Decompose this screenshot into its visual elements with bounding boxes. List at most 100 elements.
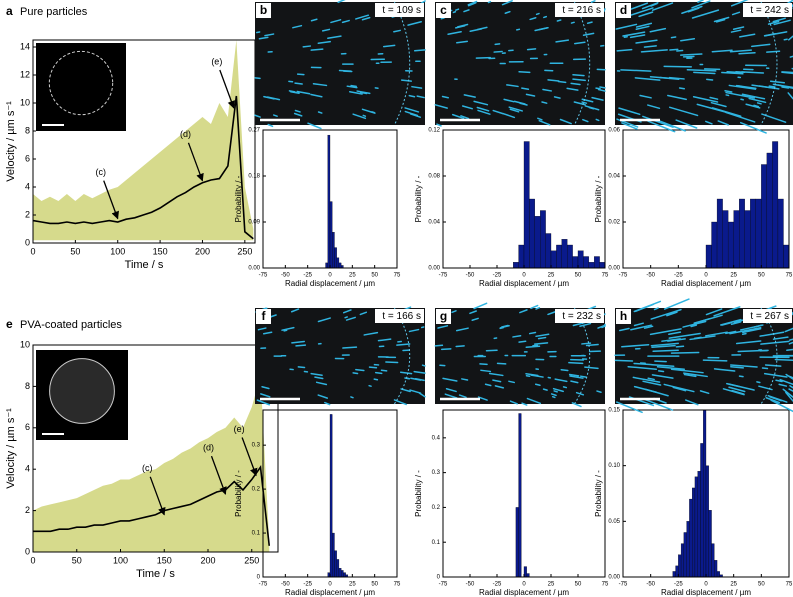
particle-streak [726, 71, 744, 74]
particle-streak [281, 326, 295, 331]
particle-streak [552, 387, 564, 393]
particle-streak [342, 346, 358, 349]
particle-streak [765, 396, 781, 404]
histogram-bar [680, 543, 685, 578]
x-tick-label: 25 [730, 582, 737, 588]
particle-streak [260, 393, 271, 398]
particle-streak [337, 0, 346, 4]
histogram-bar [711, 221, 718, 269]
particle-streak [352, 113, 367, 120]
particle-streak [568, 373, 580, 377]
histogram-bar [325, 262, 328, 269]
y-tick-label: 12 [20, 69, 30, 79]
particle-streak [668, 331, 682, 335]
histogram-bar [567, 244, 573, 269]
particle-streak [521, 402, 528, 406]
histogram-bar [705, 465, 709, 578]
annotation-arrow [103, 180, 119, 220]
particle-streak [596, 390, 602, 393]
histogram-bar [716, 571, 720, 578]
x-tick-label: -25 [674, 273, 683, 279]
particle-streak [352, 372, 359, 375]
particle-streak [541, 101, 548, 104]
particle-streak [385, 361, 399, 364]
histogram-bar [540, 210, 546, 269]
particle-streak [644, 398, 674, 411]
particle-streak [711, 49, 733, 53]
x-tick-label: 50 [575, 273, 582, 279]
particle-streak [503, 98, 515, 103]
particle-streak [633, 385, 658, 394]
particle-streak [603, 323, 606, 328]
particle-streak [751, 84, 774, 89]
particle-streak [649, 27, 667, 33]
particle-streak [731, 11, 741, 16]
y-tick-label: 0 [25, 237, 30, 247]
x-axis-label: Radial displacement / µm [661, 588, 751, 597]
histogram-bar [327, 134, 331, 269]
particle-streak [595, 118, 600, 122]
velocity-line [32, 95, 254, 240]
particle-streak [721, 321, 733, 326]
particle-streak [650, 308, 682, 320]
particle-streak [678, 87, 686, 90]
particle-streak [467, 2, 477, 7]
particle-streak [672, 386, 687, 392]
particle-streak [317, 111, 323, 114]
x-axis-label: Radial displacement / µm [661, 279, 751, 288]
particle-streak [705, 308, 723, 316]
histogram-bar [572, 256, 579, 269]
particle-streak [324, 401, 331, 406]
particle-streak [404, 107, 420, 113]
annotation-arrow [241, 437, 258, 477]
x-tick-label: -25 [493, 273, 502, 279]
particle-streak [542, 388, 548, 391]
histogram-bar [334, 247, 337, 269]
particle-streak [661, 338, 681, 342]
y-axis-label: Probability / - [414, 175, 423, 222]
particle-streak [650, 342, 679, 347]
x-tick-label: -50 [466, 273, 475, 279]
histogram-bar [515, 507, 519, 578]
particle-streak [350, 396, 354, 399]
particle-streak [476, 26, 488, 31]
particle-streak [452, 10, 457, 14]
particle-streak [680, 53, 703, 56]
particle-streak [310, 93, 323, 98]
particle-streak [330, 19, 342, 24]
histogram-bar [529, 198, 535, 269]
x-tick-label: 200 [195, 246, 210, 256]
particle-streak [634, 77, 661, 81]
particle-streak [451, 113, 465, 120]
particle-streak [588, 106, 595, 110]
x-tick-label: 0 [704, 582, 708, 588]
histogram-bar [683, 532, 687, 578]
particle-streak [257, 327, 267, 331]
particle-streak [382, 44, 396, 48]
x-tick-label: 0 [522, 582, 526, 588]
x-tick-label: 25 [730, 273, 737, 279]
particle-streak [633, 322, 644, 327]
particle-streak [713, 368, 736, 372]
particle-streak [663, 383, 695, 393]
panel-letter-box [256, 309, 271, 324]
particle-streak [751, 43, 771, 48]
particle-streak [521, 87, 530, 90]
particle-streak [635, 25, 650, 31]
particle-streak [570, 82, 581, 86]
particle-streak [445, 388, 457, 393]
particle-streak [476, 106, 490, 112]
particle-streak [538, 26, 549, 31]
particle-streak [361, 16, 371, 21]
histogram-bar [513, 262, 519, 269]
particle-streak [725, 330, 737, 335]
histogram-bar [694, 476, 698, 578]
particle-streak [290, 308, 300, 313]
y-axis-label: Probability / - [594, 470, 603, 517]
panel-letter-box [436, 3, 451, 18]
annotation-arrow [149, 476, 166, 516]
particle-streak [410, 377, 422, 381]
histogram-bar [336, 257, 340, 269]
histogram-bar [772, 141, 779, 269]
histogram-bar [714, 560, 718, 578]
